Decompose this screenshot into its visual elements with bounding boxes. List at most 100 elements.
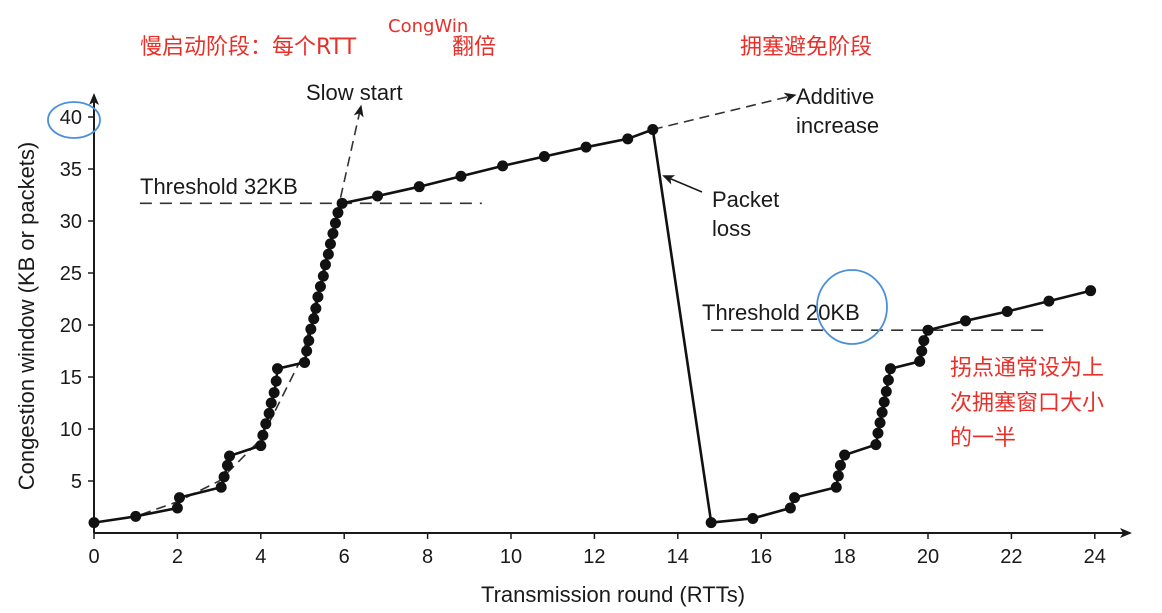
data-point bbox=[884, 363, 896, 375]
data-point bbox=[336, 197, 348, 209]
cn-avoidance-label: 拥塞避免阶段 bbox=[740, 35, 872, 60]
y-tick-label: 35 bbox=[60, 159, 82, 181]
data-point bbox=[317, 270, 329, 282]
threshold-20-prefix: Threshold bbox=[702, 300, 806, 325]
data-point bbox=[314, 281, 326, 293]
data-point bbox=[173, 492, 185, 504]
data-point bbox=[327, 227, 339, 239]
data-point bbox=[922, 324, 934, 336]
data-point bbox=[88, 517, 100, 529]
packet-loss-label-line2: loss bbox=[712, 216, 751, 241]
data-point bbox=[260, 418, 272, 430]
data-point bbox=[538, 151, 550, 163]
data-point bbox=[497, 160, 509, 172]
data-point bbox=[413, 181, 425, 193]
cn-double-label: 翻倍 bbox=[452, 35, 496, 60]
slow-start-label: Slow start bbox=[306, 80, 403, 105]
data-point bbox=[789, 492, 801, 504]
y-tick-label: 20 bbox=[60, 315, 82, 337]
y-tick-label: 30 bbox=[60, 211, 82, 233]
x-axis-label: Transmission round (RTTs) bbox=[481, 582, 745, 607]
data-point bbox=[874, 417, 886, 429]
data-point bbox=[878, 396, 890, 408]
data-point bbox=[832, 470, 844, 482]
data-point bbox=[130, 510, 142, 522]
x-tick-label: 6 bbox=[339, 546, 350, 568]
x-tick-label: 14 bbox=[667, 546, 689, 568]
data-point bbox=[329, 217, 341, 229]
data-point bbox=[224, 450, 236, 462]
data-point bbox=[918, 335, 930, 347]
data-point bbox=[882, 374, 894, 386]
data-point bbox=[215, 481, 227, 493]
data-point bbox=[218, 471, 230, 483]
data-point bbox=[830, 481, 842, 493]
additive-label-line1: Additive bbox=[796, 84, 874, 109]
data-point bbox=[319, 259, 331, 271]
packet-loss-label-line1: Packet bbox=[712, 187, 779, 212]
data-point bbox=[255, 440, 267, 452]
y-tick-label: 25 bbox=[60, 263, 82, 285]
y-tick-label: 10 bbox=[60, 419, 82, 441]
data-point bbox=[960, 315, 972, 327]
additive-label-line2: increase bbox=[796, 113, 879, 138]
data-point bbox=[455, 170, 467, 182]
y-tick-label: 5 bbox=[71, 471, 82, 493]
x-tick-label: 20 bbox=[917, 546, 939, 568]
data-point bbox=[303, 335, 315, 347]
cn-note-line2: 次拥塞窗口大小 bbox=[950, 391, 1104, 416]
y-tick-label: 15 bbox=[60, 367, 82, 389]
threshold-20-label: Threshold 20KB bbox=[702, 300, 860, 325]
data-point bbox=[870, 439, 882, 451]
data-point bbox=[305, 323, 317, 335]
packet-loss-arrow bbox=[662, 175, 703, 193]
highlight-circle-20kb bbox=[816, 269, 888, 345]
y-axis-label: Congestion window (KB or packets) bbox=[14, 142, 39, 491]
data-point bbox=[324, 238, 336, 250]
data-points bbox=[88, 123, 1097, 529]
threshold-32-label: Threshold 32KB bbox=[140, 174, 298, 199]
data-point bbox=[271, 363, 283, 375]
threshold-20-value: 20KB bbox=[806, 300, 860, 325]
data-point bbox=[839, 449, 851, 461]
data-point bbox=[876, 406, 888, 418]
data-point bbox=[310, 302, 322, 314]
data-point bbox=[1085, 285, 1097, 297]
data-point bbox=[784, 502, 796, 514]
x-tick-label: 10 bbox=[500, 546, 522, 568]
highlight-circle-40 bbox=[47, 101, 101, 139]
cn-note-line3: 的一半 bbox=[950, 426, 1016, 451]
data-point bbox=[332, 207, 344, 219]
data-point bbox=[301, 345, 313, 357]
data-point bbox=[372, 190, 384, 202]
data-point bbox=[647, 123, 659, 135]
data-point bbox=[299, 356, 311, 368]
data-point bbox=[263, 407, 275, 419]
data-point bbox=[834, 459, 846, 471]
data-point bbox=[312, 291, 324, 303]
data-point bbox=[705, 517, 717, 529]
x-tick-label: 24 bbox=[1084, 546, 1106, 568]
x-tick-label: 2 bbox=[172, 546, 183, 568]
data-point bbox=[880, 386, 892, 398]
data-point bbox=[622, 133, 634, 145]
dashed-series bbox=[93, 92, 797, 524]
data-point bbox=[1043, 295, 1055, 307]
data-point bbox=[1001, 305, 1013, 317]
data-point bbox=[171, 502, 183, 514]
data-point bbox=[322, 248, 334, 260]
x-ticks: 0 2 4 6 8 10 12 14 16 18 20 22 24 bbox=[88, 533, 1106, 568]
x-tick-label: 22 bbox=[1000, 546, 1022, 568]
x-tick-label: 0 bbox=[88, 546, 99, 568]
cn-note-line1: 拐点通常设为上 bbox=[950, 356, 1104, 381]
y-tick-label: 40 bbox=[60, 107, 82, 129]
data-point bbox=[580, 141, 592, 153]
x-tick-label: 4 bbox=[255, 546, 266, 568]
cn-slow-start-label: 慢启动阶段：每个RTT bbox=[140, 35, 357, 60]
data-point bbox=[914, 355, 926, 367]
data-point bbox=[872, 427, 884, 439]
data-point bbox=[257, 429, 269, 441]
x-tick-label: 18 bbox=[833, 546, 855, 568]
data-point bbox=[270, 375, 282, 387]
data-point bbox=[747, 512, 759, 524]
